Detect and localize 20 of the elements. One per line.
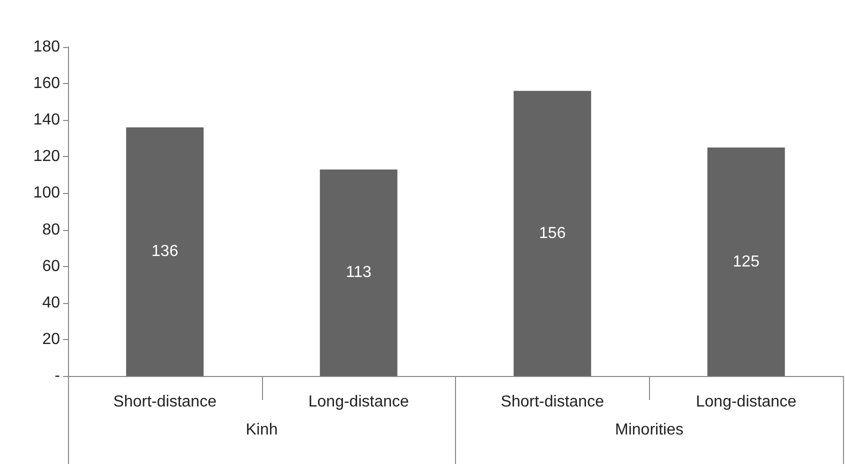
- y-tick-label: 40: [42, 294, 60, 312]
- text: Minorities: [615, 422, 684, 438]
- y-tick-label: 180: [33, 38, 60, 56]
- y-tick-label: 160: [33, 75, 60, 92]
- y-tick-label: 120: [33, 148, 60, 166]
- y-tick-label: 80: [42, 221, 60, 238]
- data-label: 125: [732, 253, 760, 270]
- data-label: 136: [152, 243, 178, 260]
- text: Kinh: [246, 422, 278, 438]
- x-tick-label: Short-distance: [113, 394, 217, 410]
- data-label: 113: [346, 264, 372, 282]
- y-tick-label: 60: [42, 258, 60, 275]
- x-tick-label: Long-distance: [308, 394, 409, 410]
- x-tick-label: Long-distance: [696, 394, 796, 410]
- y-tick-label: -: [54, 368, 60, 384]
- y-tick-label: 100: [33, 184, 60, 202]
- data-label: 156: [539, 224, 566, 242]
- y-tick-label: 140: [33, 112, 60, 129]
- y-tick-label: 20: [42, 330, 60, 348]
- x-tick-label: Short-distance: [500, 394, 604, 410]
